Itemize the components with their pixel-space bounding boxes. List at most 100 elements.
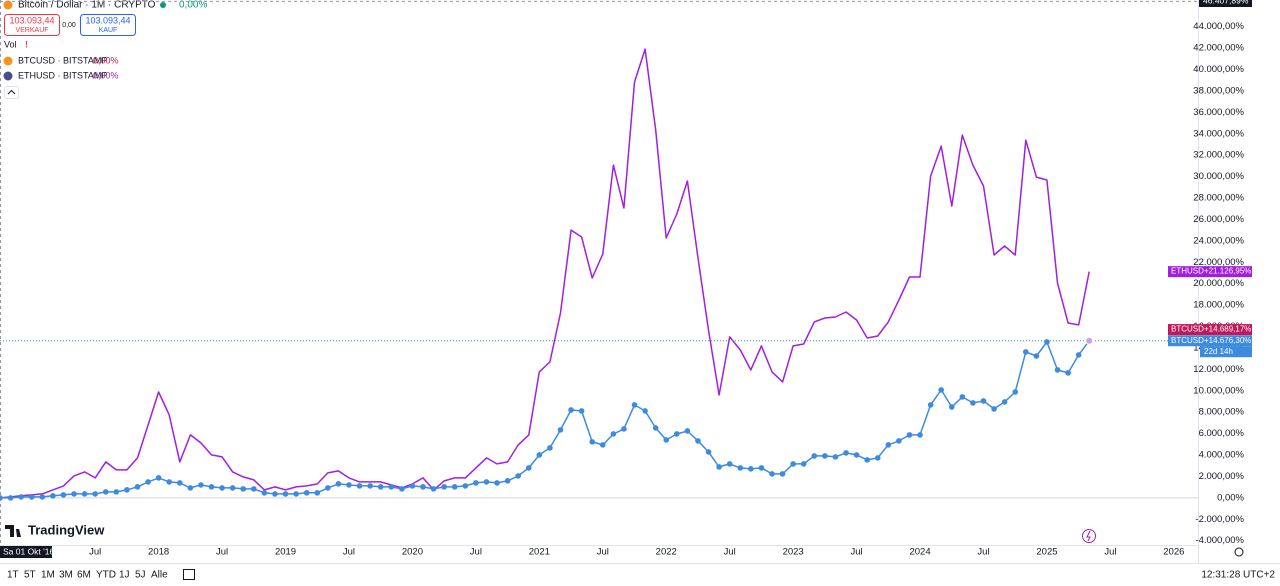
series-marker <box>980 398 987 404</box>
series-marker <box>948 404 955 410</box>
y-tick-label: 22.000,00% <box>1193 257 1244 268</box>
x-tick-label: Jul <box>343 547 355 558</box>
y-tick-label: 6.000,00% <box>1199 428 1245 439</box>
series-marker <box>430 486 437 492</box>
sell-price: 103.093,44 <box>9 15 54 25</box>
series-marker <box>621 426 627 432</box>
series-marker <box>229 485 236 491</box>
range-button[interactable]: 5J <box>135 570 146 581</box>
series-marker <box>367 483 373 489</box>
range-button[interactable]: 6M <box>77 570 91 581</box>
series-marker <box>599 442 606 448</box>
series-marker <box>494 480 500 486</box>
series-marker <box>610 431 617 437</box>
series-marker <box>631 402 638 408</box>
series-marker <box>166 479 173 485</box>
price-label-name: BTCUSD <box>1171 325 1204 334</box>
series-marker <box>1075 352 1082 358</box>
series-marker <box>39 494 46 500</box>
price-label-value: +14.689,17% <box>1204 325 1251 334</box>
range-button[interactable]: 1M <box>41 570 55 581</box>
range-button[interactable]: 3M <box>59 570 73 581</box>
y-tick-label: 26.000,00% <box>1193 214 1244 225</box>
series-marker <box>1044 339 1050 345</box>
y-tick-label: 34.000,00% <box>1193 128 1244 139</box>
price-label-value: +14.676,30% <box>1204 336 1251 345</box>
series-marker <box>938 387 944 393</box>
series-marker <box>547 445 553 451</box>
x-tick-label: Jul <box>977 547 989 558</box>
series-marker <box>377 484 384 490</box>
series-marker <box>864 457 870 463</box>
series-marker <box>1065 370 1071 376</box>
range-button[interactable]: 5T <box>24 570 36 581</box>
x-tick-label: Jul <box>1104 547 1116 558</box>
toolbar: 1T 5T 1M 3M 6M YTD 1J 5J Alle <box>7 570 168 581</box>
series-marker <box>124 487 130 493</box>
series-marker <box>240 486 247 492</box>
y-tick-label: 28.000,00% <box>1193 193 1244 204</box>
series-marker <box>420 484 426 490</box>
y-tick-label: 20.000,00% <box>1193 278 1244 289</box>
series-line <box>0 340 1090 499</box>
series-marker <box>346 482 352 488</box>
series-marker <box>399 486 405 492</box>
logo: TradingView <box>28 522 105 537</box>
series-marker <box>155 475 162 481</box>
series-marker <box>335 481 342 487</box>
series-marker <box>853 452 860 458</box>
volume-warning[interactable]: ! <box>25 39 28 49</box>
legend-name[interactable]: ETHUSD · BITSTAMP <box>18 70 107 80</box>
series-marker <box>1054 367 1061 373</box>
series-marker <box>832 454 839 460</box>
crosshair-x-box <box>0 546 52 558</box>
series-marker <box>145 479 151 485</box>
range-button[interactable]: Alle <box>151 570 168 581</box>
series-marker <box>451 484 458 490</box>
series-marker <box>293 491 299 497</box>
series-marker <box>303 490 310 496</box>
y-tick-label: 8.000,00% <box>1199 407 1245 418</box>
x-tick-label: 2025 <box>1036 547 1057 558</box>
countdown: 22d 14h <box>1204 347 1233 356</box>
settings-icon[interactable] <box>1234 547 1244 557</box>
legend-name[interactable]: BTCUSD · BITSTAMP <box>18 55 107 65</box>
sell-button[interactable] <box>4 14 60 36</box>
series-marker <box>896 438 902 444</box>
y-tick-label: 4.000,00% <box>1199 450 1245 461</box>
y-tick-label: 30.000,00% <box>1193 171 1244 182</box>
series-line <box>0 48 1090 499</box>
plot-area <box>0 0 1198 501</box>
series-marker <box>568 407 574 413</box>
symbol-title[interactable]: Bitcoin / Dollar · 1M · CRYPTO <box>18 0 156 11</box>
calendar-icon[interactable] <box>183 569 195 580</box>
x-tick-label: 2024 <box>909 547 930 558</box>
series-marker <box>134 484 141 490</box>
y-tick-label: 42.000,00% <box>1193 43 1244 54</box>
x-tick-label: 2026 <box>1163 547 1184 558</box>
spread: 0,00 <box>62 22 76 29</box>
y-tick-label: 32.000,00% <box>1193 150 1244 161</box>
series-marker <box>483 479 490 485</box>
series-marker <box>208 484 215 490</box>
series-marker <box>251 486 257 492</box>
series-marker <box>642 408 648 414</box>
range-button[interactable]: 1T <box>7 570 19 581</box>
series-marker <box>822 453 828 459</box>
x-tick-label: Jul <box>216 547 228 558</box>
y-tick-label: -2.000,00% <box>1195 514 1244 525</box>
range-button[interactable]: YTD <box>96 570 116 581</box>
collapse-button[interactable] <box>4 86 19 99</box>
buy-button[interactable] <box>80 14 136 36</box>
alert-icon[interactable] <box>1082 529 1096 543</box>
series-marker <box>578 408 585 414</box>
crosshair-y-label: 46.407,89% <box>1203 0 1249 5</box>
last-value-dot <box>1085 336 1094 345</box>
range-button[interactable]: 1J <box>119 570 130 581</box>
countdown-box <box>1200 346 1252 358</box>
series-marker <box>737 465 744 471</box>
series-marker <box>0 495 3 501</box>
series-marker <box>906 432 913 438</box>
